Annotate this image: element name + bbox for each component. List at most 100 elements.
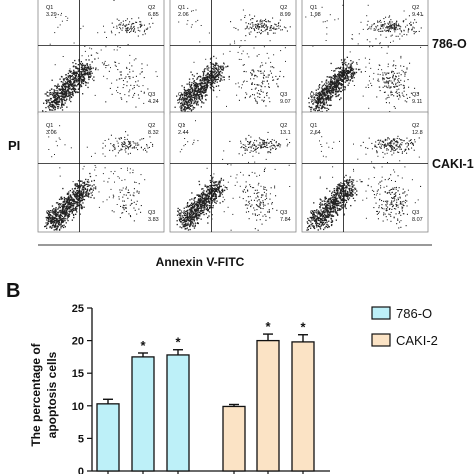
event-dot xyxy=(82,79,84,81)
event-dot xyxy=(111,32,113,34)
event-dot xyxy=(240,40,242,42)
event-dot xyxy=(249,203,251,205)
event-dot xyxy=(122,20,124,22)
event-dot xyxy=(338,71,340,73)
event-dot xyxy=(217,189,219,191)
event-dot xyxy=(262,80,263,82)
event-dot xyxy=(318,109,320,111)
event-dot xyxy=(45,225,47,227)
event-dot xyxy=(69,75,71,77)
event-dot xyxy=(253,70,255,72)
event-dot xyxy=(323,94,325,96)
event-dot xyxy=(220,192,223,194)
event-dot xyxy=(49,102,52,104)
event-dot xyxy=(56,87,58,89)
event-dot xyxy=(183,109,185,111)
event-dot xyxy=(329,99,331,101)
event-dot xyxy=(70,85,72,87)
event-dot xyxy=(351,67,353,70)
event-dot xyxy=(138,192,140,194)
event-dot xyxy=(207,185,209,188)
event-dot xyxy=(259,138,261,140)
event-dot xyxy=(116,140,118,142)
event-dots xyxy=(174,7,291,114)
event-dot xyxy=(110,134,112,136)
event-dot xyxy=(257,229,259,231)
event-dot xyxy=(327,90,330,92)
event-dot xyxy=(283,26,285,28)
event-dot xyxy=(119,47,121,48)
event-dot xyxy=(82,187,84,189)
event-dot xyxy=(335,194,337,196)
event-dot xyxy=(386,52,388,54)
event-dot xyxy=(183,107,185,110)
event-dot xyxy=(74,202,76,205)
event-dot xyxy=(349,190,351,192)
event-dot xyxy=(60,219,63,221)
event-dot xyxy=(70,91,72,94)
event-dot xyxy=(54,220,56,222)
event-dot xyxy=(354,73,356,75)
event-dot xyxy=(72,192,74,194)
event-dot xyxy=(61,205,63,207)
event-dot xyxy=(125,25,127,27)
event-dot xyxy=(127,189,129,191)
event-dot xyxy=(50,93,52,96)
event-dot xyxy=(276,28,278,30)
event-dot xyxy=(335,82,337,84)
event-dot xyxy=(255,99,257,101)
event-dot xyxy=(104,155,106,157)
event-dot xyxy=(87,86,89,89)
event-dot xyxy=(133,23,135,25)
event-dot xyxy=(86,183,88,185)
event-dot xyxy=(149,26,151,28)
quadrant-label: Q4 xyxy=(178,210,185,216)
event-dot xyxy=(80,190,82,192)
event-dot xyxy=(126,28,128,30)
event-dot xyxy=(264,144,266,146)
event-dot xyxy=(81,185,83,187)
event-dot xyxy=(120,22,122,24)
event-dot xyxy=(237,82,239,84)
event-dot xyxy=(364,71,366,72)
event-dot xyxy=(394,107,396,109)
event-dot xyxy=(260,19,262,21)
event-dot xyxy=(286,138,288,140)
event-dot xyxy=(126,28,128,30)
event-dot xyxy=(120,205,122,207)
event-dot xyxy=(337,95,339,97)
event-dot xyxy=(200,204,202,206)
event-dot xyxy=(112,194,114,196)
event-dot xyxy=(89,71,91,73)
event-dot xyxy=(336,186,338,188)
event-dot xyxy=(83,182,86,184)
event-dot xyxy=(272,76,274,78)
event-dot xyxy=(90,66,92,68)
event-dot xyxy=(199,95,201,98)
event-dot xyxy=(72,208,74,210)
event-dot xyxy=(372,78,374,80)
event-dot xyxy=(89,73,92,75)
event-dot xyxy=(125,27,127,29)
event-dot xyxy=(403,80,405,82)
event-dot xyxy=(61,96,63,98)
event-dot xyxy=(59,228,61,231)
event-dot xyxy=(259,66,261,68)
event-dot xyxy=(190,216,192,218)
event-dot xyxy=(215,184,217,186)
event-dot xyxy=(84,67,86,69)
event-dot xyxy=(69,87,71,89)
event-dot xyxy=(396,95,398,97)
event-dot xyxy=(389,15,391,17)
event-dot xyxy=(74,80,76,83)
event-dot xyxy=(59,125,61,127)
event-dot xyxy=(208,67,210,69)
event-dot xyxy=(57,224,60,226)
event-dot xyxy=(49,221,52,223)
event-dot xyxy=(409,23,411,25)
event-dot xyxy=(121,144,123,146)
event-dot xyxy=(82,82,85,85)
event-dot xyxy=(81,188,83,190)
event-dot xyxy=(112,197,114,199)
event-dot xyxy=(212,176,214,178)
